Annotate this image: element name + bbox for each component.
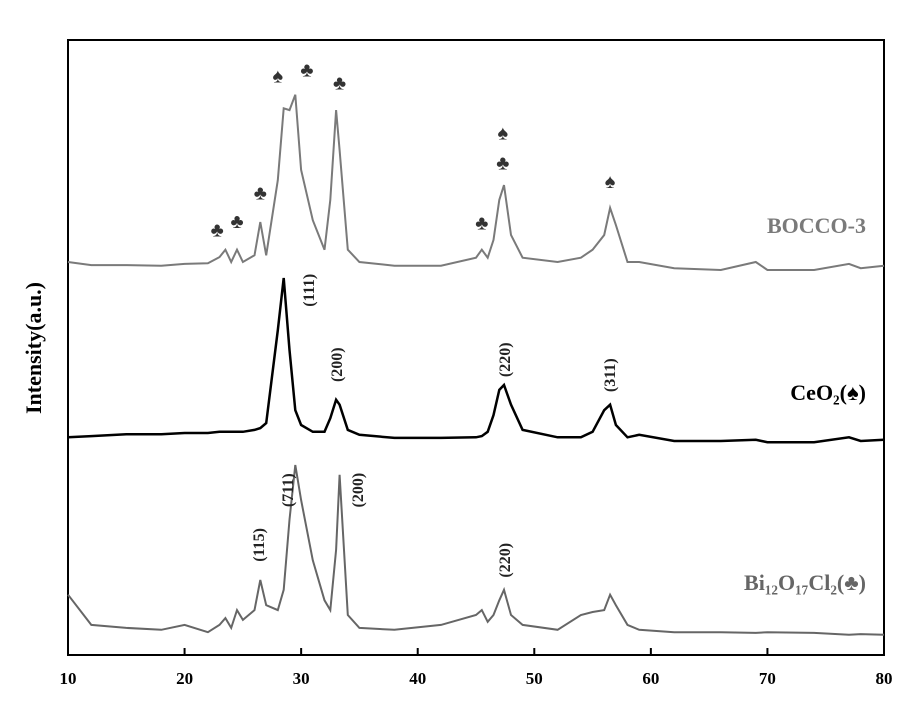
annotation: ♣ (211, 219, 224, 241)
annotation: (200) (329, 347, 346, 382)
annotation: (200) (350, 473, 367, 508)
annotation: (111) (301, 274, 318, 307)
series-label: CeO₂(♠) (790, 380, 866, 405)
series-line (68, 95, 884, 270)
x-tick-label: 70 (759, 669, 776, 688)
x-tick-label: 80 (876, 669, 893, 688)
annotation: (115) (251, 528, 268, 562)
x-tick-label: 20 (176, 669, 193, 688)
series-line (68, 278, 884, 442)
x-tick-label: 40 (409, 669, 426, 688)
series-line (68, 465, 884, 635)
annotation: (711) (280, 473, 297, 507)
annotation: ♣ (496, 152, 509, 174)
series-label: Bi₁₂O₁₇Cl₂(♣) (744, 570, 866, 595)
annotation: (220) (497, 543, 514, 578)
annotation: ♠ (273, 66, 284, 88)
annotation: ♠ (605, 171, 616, 193)
annotation: ♣ (300, 60, 313, 82)
annotation: ♣ (333, 72, 346, 94)
annotation: ♣ (230, 211, 243, 233)
series-label: BOCCO-3 (767, 213, 866, 238)
x-tick-label: 50 (526, 669, 543, 688)
annotation: ♣ (475, 213, 488, 235)
annotation: (220) (497, 342, 514, 377)
x-tick-label: 30 (293, 669, 310, 688)
annotation: ♣ (254, 183, 267, 205)
y-axis-label: Intensity(a.u.) (21, 282, 46, 414)
annotation: ♠ (497, 122, 508, 144)
plot-frame (68, 40, 884, 655)
x-tick-label: 60 (642, 669, 659, 688)
x-tick-label: 10 (60, 669, 77, 688)
annotation: (311) (602, 358, 619, 392)
